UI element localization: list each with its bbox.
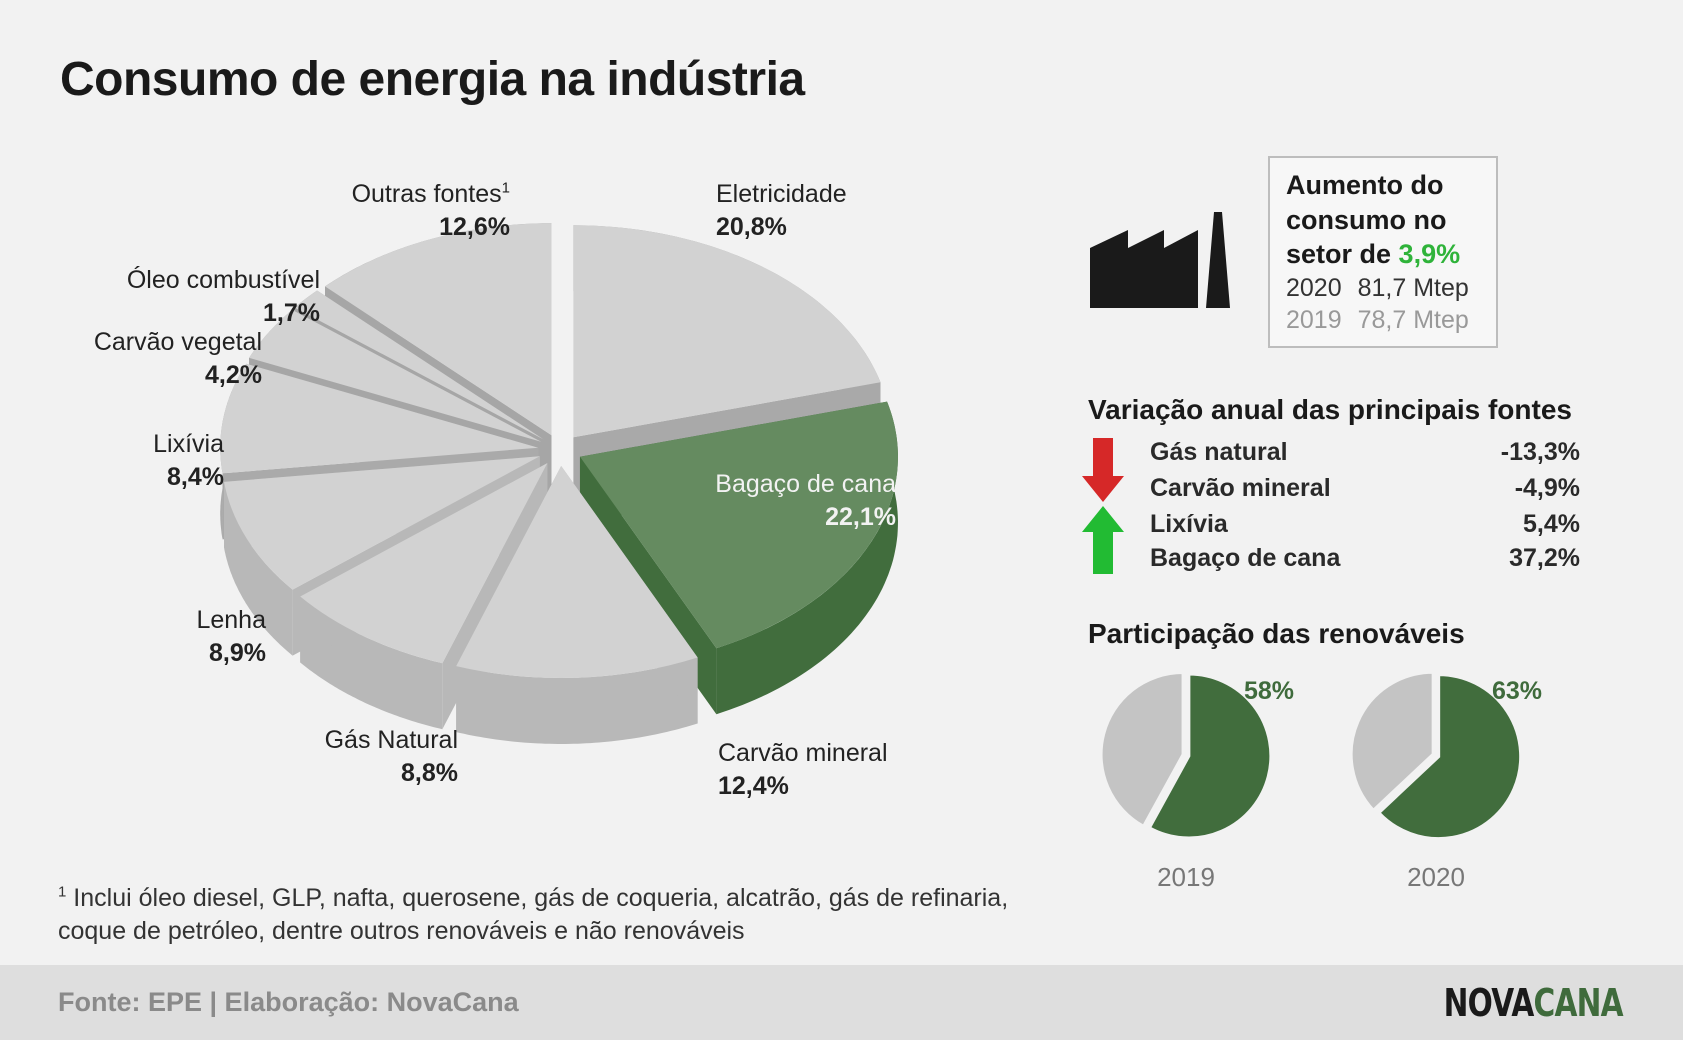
increase-box: Aumento do consumo no setor de 3,9% 2020… <box>1268 156 1498 348</box>
label-lenha: Lenha 8,9% <box>196 606 266 667</box>
slice-top <box>573 225 881 438</box>
footnote: 1 Inclui óleo diesel, GLP, nafta, queros… <box>58 883 1009 945</box>
label-eletricidade: Eletricidade 20,8% <box>716 180 847 241</box>
slice-top <box>224 456 540 590</box>
footer: Fonte: EPE | Elaboração: NovaCana NOVACA… <box>0 965 1683 1040</box>
renewables-year-2019: 2019 <box>1157 862 1215 892</box>
slice-top <box>456 465 698 678</box>
variation-row-carvao-mineral: Carvão mineral -4,9% <box>1150 474 1580 502</box>
label-outras-fontes: Outras fontes1 12,6% <box>351 179 510 241</box>
label-gas-natural: Gás Natural 8,8% <box>324 726 458 787</box>
renewables-pct-2019: 58% <box>1244 677 1295 705</box>
renewables-pie-2020 <box>1350 670 1520 840</box>
slice-top <box>300 463 548 664</box>
label-bagaco: Bagaço de cana 22,1% <box>715 470 896 531</box>
slice-top <box>325 223 552 436</box>
mini-slice-renovaveis <box>1147 672 1270 840</box>
slice-top <box>294 290 544 440</box>
variation-row-lixivia: Lixívia 5,4% <box>1150 510 1580 538</box>
slice-top <box>249 309 542 442</box>
label-oleo-combustivel: Óleo combustível 1,7% <box>126 266 320 327</box>
label-carvao-mineral: Carvão mineral 12,4% <box>718 739 888 800</box>
slice-side <box>456 657 698 744</box>
source-text: Fonte: EPE | Elaboração: NovaCana <box>58 987 519 1017</box>
slice-top <box>220 363 539 474</box>
page-title: Consumo de energia na indústria <box>60 53 805 106</box>
increase-row-2019: 2019 78,7 Mtep <box>1286 306 1469 335</box>
variation-row-bagaco: Bagaço de cana 37,2% <box>1150 544 1580 572</box>
variation-arrows <box>1082 438 1124 574</box>
renewables-pie-2019 <box>1100 671 1270 840</box>
mini-slice-nao-renovaveis <box>1350 670 1435 813</box>
slice-carvao-mineral <box>456 465 698 744</box>
renewables-title: Participação das renováveis <box>1088 618 1465 649</box>
mini-slice-nao-renovaveis <box>1100 671 1185 829</box>
renewables-year-2020: 2020 <box>1407 862 1465 892</box>
slice-top <box>579 401 898 649</box>
slice-side <box>716 401 898 715</box>
increase-row-2020: 2020 81,7 Mtep <box>1286 273 1469 302</box>
increase-headline: Aumento do consumo no setor de 3,9% <box>1286 170 1461 270</box>
slice-side <box>224 481 293 656</box>
label-carvao-vegetal: Carvão vegetal 4,2% <box>93 328 262 389</box>
label-lixivia: Lixívia 8,4% <box>153 430 224 491</box>
mini-slice-renovaveis <box>1376 673 1520 840</box>
arrow-down-icon <box>1082 438 1124 502</box>
novacana-logo: NOVACANA <box>1443 981 1624 1025</box>
renewables-pct-2020: 63% <box>1492 677 1543 705</box>
factory-icon <box>1090 212 1230 308</box>
variation-row-gas-natural: Gás natural -13,3% <box>1150 438 1580 466</box>
arrow-up-icon <box>1082 506 1124 574</box>
variation-title: Variação anual das principais fontes <box>1088 394 1572 425</box>
